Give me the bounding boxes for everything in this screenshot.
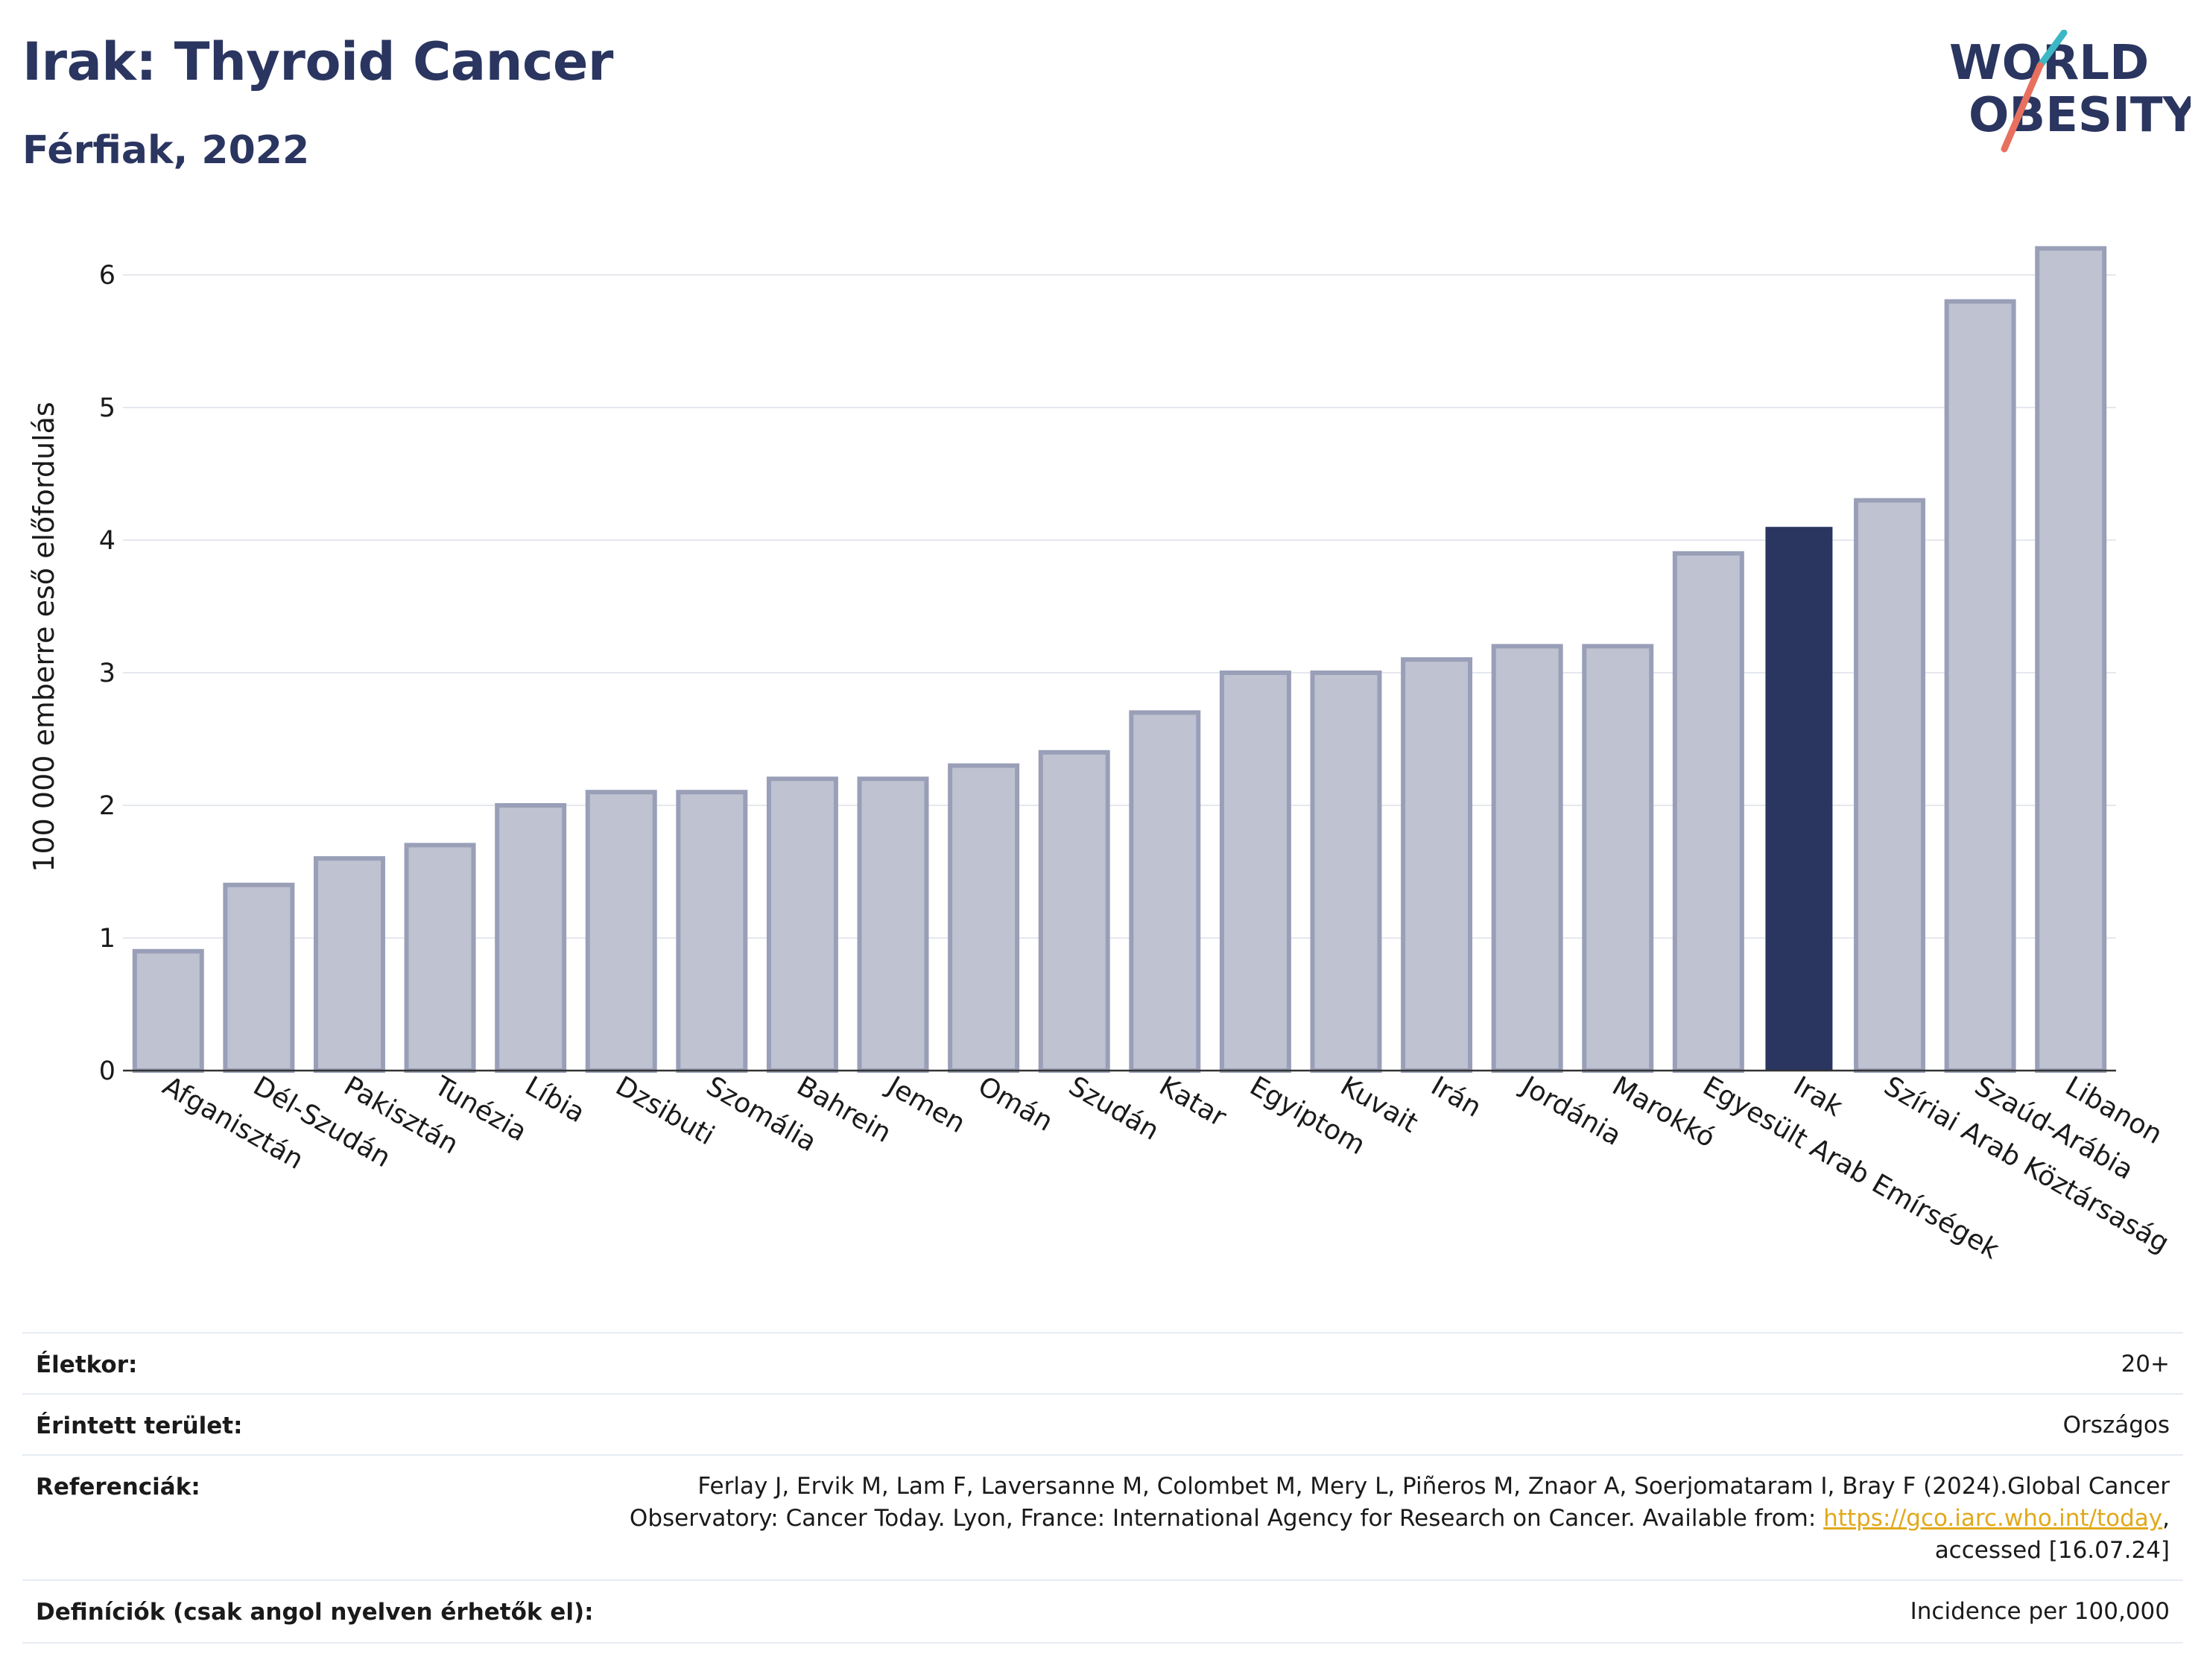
bar-afganisztán (132, 948, 204, 1074)
info-row-age: Életkor: 20+ (22, 1332, 2183, 1393)
info-row-definitions: Definíciók (csak angol nyelven érhetők e… (22, 1579, 2183, 1643)
age-label: Életkor: (36, 1351, 138, 1378)
age-value: 20+ (2121, 1351, 2170, 1378)
x-tick-label: Dzsibuti (610, 1071, 719, 1151)
references-value: Ferlay J, Ervik M, Lam F, Laversanne M, … (630, 1471, 2170, 1567)
bar-szomália (676, 790, 748, 1073)
info-row-area: Érintett terület: Országos (22, 1393, 2183, 1454)
bar-jemen (857, 776, 929, 1074)
x-tick-label: Katar (1154, 1071, 1232, 1133)
reference-line-2: Observatory: Cancer Today. Lyon, France:… (630, 1503, 2170, 1535)
reference-line-3: accessed [16.07.24] (1934, 1537, 2170, 1564)
bar-egyesült-arab-emírségek (1672, 551, 1744, 1073)
x-tick-label: Marokkó (1607, 1071, 1720, 1153)
x-tick-label: Irak (1788, 1071, 1848, 1123)
y-tick-label: 0 (99, 1056, 115, 1086)
y-tick-label: 5 (99, 393, 115, 423)
definitions-value: Incidence per 100,000 (1910, 1598, 2170, 1625)
bar-katar (1129, 710, 1201, 1074)
world-obesity-logo: WORLD OBESITY (1949, 30, 2191, 153)
x-tick-label: Egyesült Arab Emírségek (1697, 1071, 2004, 1265)
bar-irán (1401, 657, 1473, 1073)
x-tick-label: Irán (1426, 1071, 1486, 1123)
logo-slash-teal (2036, 30, 2068, 69)
bar-chart: 0 1 2 3 4 5 6 AfganisztánDél-SzudánPakisztánTu… (28, 246, 2174, 1266)
bar-jordánia (1491, 644, 1563, 1073)
x-tick-label: Jordánia (1515, 1070, 1626, 1152)
bar-libanon (2035, 246, 2107, 1073)
bar-szíriai-arab-köztársaság (1854, 498, 1926, 1073)
reference-line-2-text: Observatory: Cancer Today. Lyon, France:… (629, 1505, 1824, 1532)
bar-omán (948, 763, 1020, 1073)
bar-líbia (495, 803, 567, 1073)
bar-szudán (1038, 749, 1110, 1073)
reference-line-2-end: , (2162, 1505, 2170, 1532)
y-tick-label: 3 (99, 659, 115, 688)
y-tick-label: 4 (99, 526, 115, 556)
y-tick-label: 6 (99, 261, 115, 291)
bars (132, 246, 2107, 1074)
info-row-references: Referenciák: Ferlay J, Ervik M, Lam F, L… (22, 1454, 2183, 1579)
y-axis-title: 100 000 emberre eső előfordulás (28, 402, 60, 872)
bar-kuvait (1310, 671, 1382, 1073)
chart-title: Irak: Thyroid Cancer (22, 31, 613, 92)
definitions-label: Definíciók (csak angol nyelven érhetők e… (36, 1599, 594, 1626)
area-value: Országos (2062, 1412, 2170, 1439)
x-axis-categories: AfganisztánDél-SzudánPakisztánTunéziaLíb… (157, 1070, 2174, 1265)
x-tick-label: Omán (973, 1071, 1058, 1138)
bar-bahrein (766, 776, 838, 1074)
bar-marokkó (1582, 644, 1654, 1073)
bar-szaúd-arábia (1944, 299, 2016, 1074)
logo-word-obesity: OBESITY (1969, 88, 2191, 143)
bar-pakisztán (313, 856, 385, 1073)
bar-egyiptom (1219, 671, 1291, 1073)
y-axis-ticks: 0 1 2 3 4 5 6 (99, 261, 115, 1086)
y-tick-label: 2 (99, 791, 115, 821)
y-tick-label: 1 (99, 924, 115, 954)
bar-irak (1765, 527, 1833, 1071)
x-tick-label: Jemen (881, 1070, 970, 1139)
logo-word-world: WORLD (1949, 36, 2149, 91)
logo-slash-coral (2001, 62, 2044, 153)
x-tick-label: Szudán (1063, 1071, 1164, 1147)
chart-subtitle: Férfiak, 2022 (22, 128, 310, 173)
reference-line-1: Ferlay J, Ervik M, Lam F, Laversanne M, … (697, 1473, 2170, 1500)
bar-dél-szudán (223, 882, 295, 1074)
references-label: Referenciák: (36, 1474, 200, 1500)
bar-tunézia (404, 843, 476, 1074)
reference-link[interactable]: https://gco.iarc.who.int/today (1823, 1505, 2163, 1532)
bar-dzsibuti (585, 790, 657, 1073)
area-label: Érintett terület: (36, 1413, 243, 1439)
